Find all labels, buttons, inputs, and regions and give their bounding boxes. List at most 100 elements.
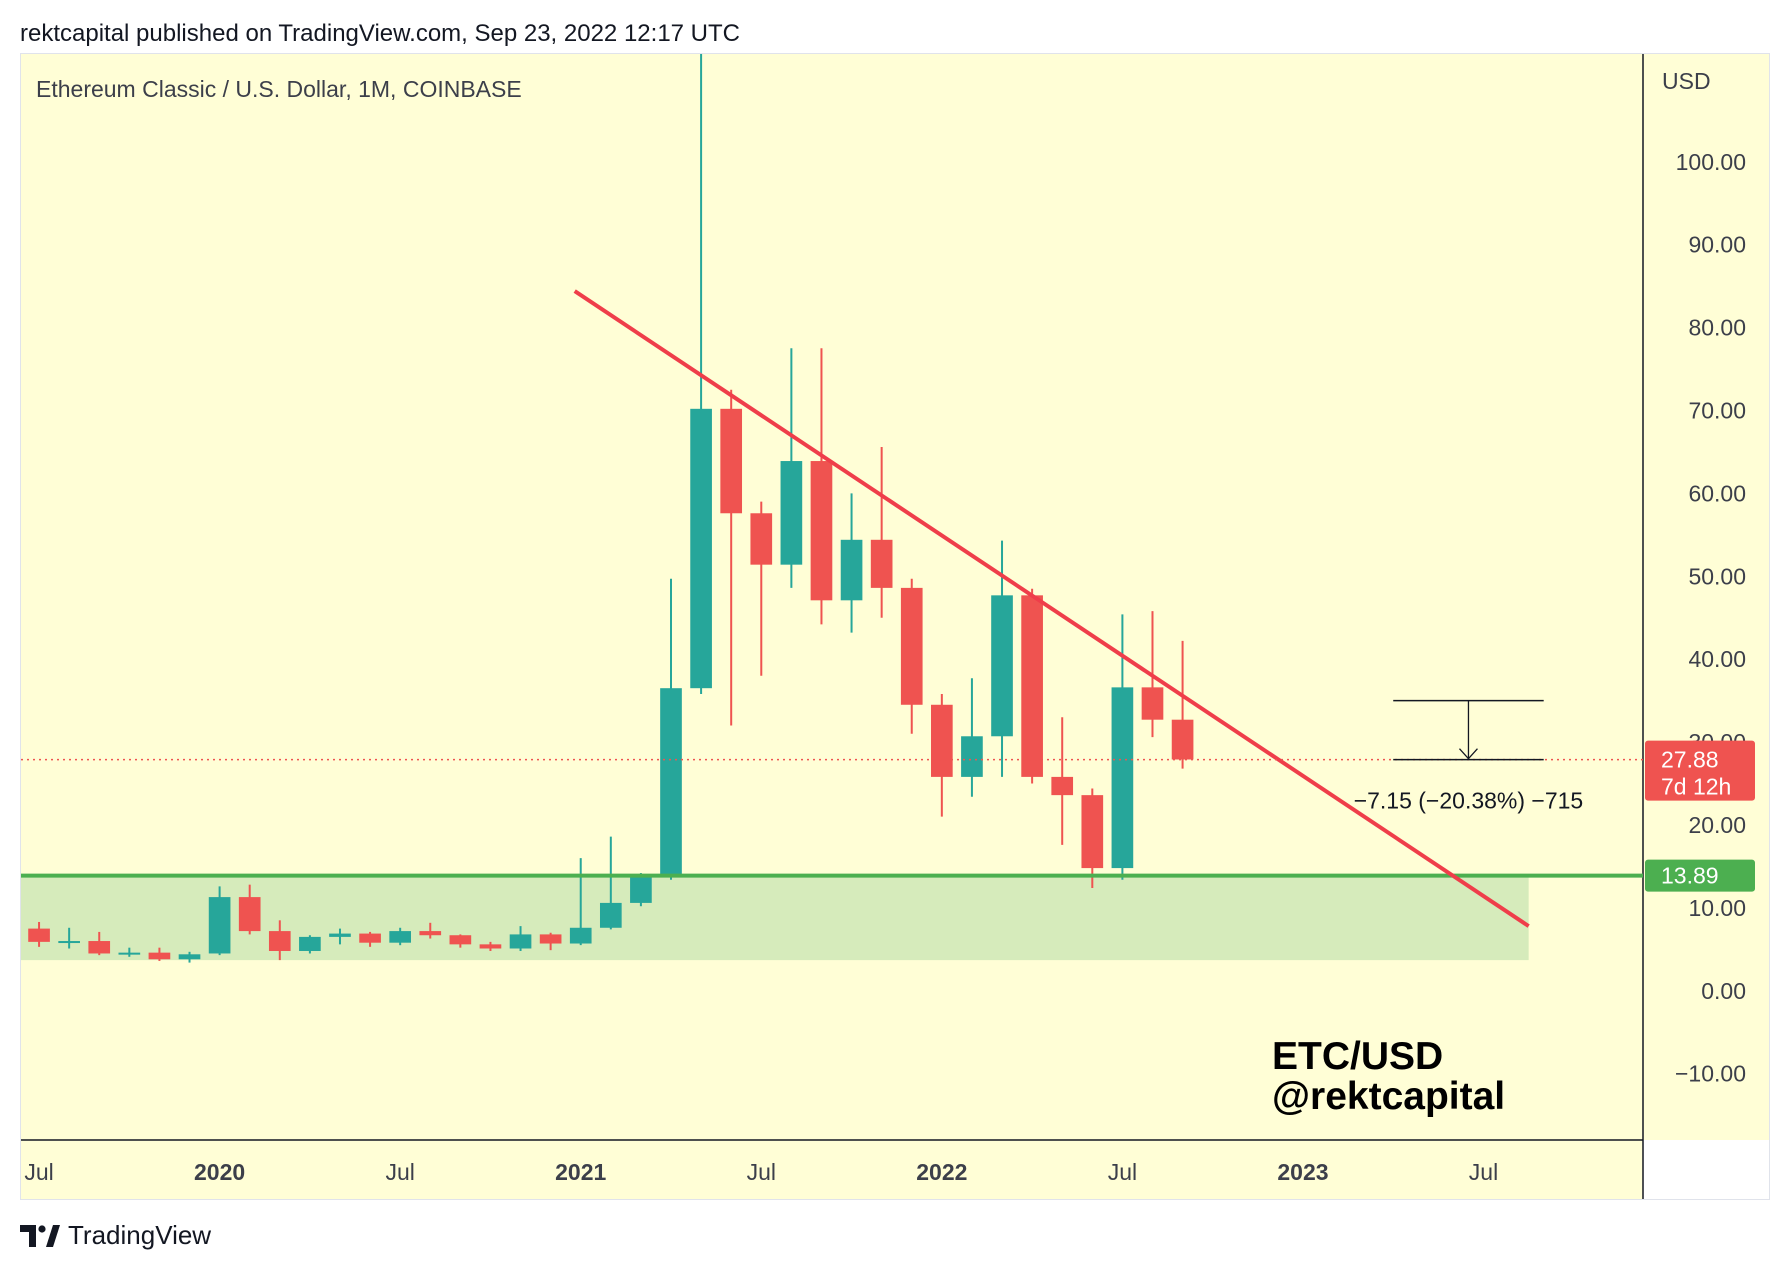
candle[interactable] bbox=[509, 926, 532, 951]
candle[interactable] bbox=[569, 858, 592, 946]
candle-body-bear bbox=[449, 935, 472, 945]
y-tick-label: 10.00 bbox=[1688, 895, 1746, 921]
candle[interactable] bbox=[329, 928, 351, 945]
candle[interactable] bbox=[178, 951, 201, 963]
tradingview-logo-icon bbox=[20, 1224, 60, 1247]
support-price-tag[interactable]: 13.89 bbox=[1645, 859, 1755, 892]
candle[interactable] bbox=[238, 884, 261, 935]
candle[interactable] bbox=[931, 693, 953, 817]
candle-body-bear bbox=[1141, 687, 1164, 720]
candle-body-bull bbox=[178, 954, 201, 960]
candle[interactable] bbox=[840, 493, 863, 633]
candle-body-bear bbox=[419, 931, 442, 936]
candle-body-bear bbox=[1021, 595, 1043, 777]
candle-body-bull bbox=[961, 736, 983, 777]
candle-body-bull bbox=[118, 952, 141, 955]
candle[interactable] bbox=[208, 886, 231, 956]
candle-body-bear bbox=[28, 928, 50, 942]
descending-trendline[interactable] bbox=[573, 289, 1530, 928]
candle[interactable] bbox=[479, 941, 502, 951]
chart-frame[interactable] bbox=[20, 53, 1770, 1200]
candle-body-bear bbox=[268, 931, 291, 951]
y-tick-label: 90.00 bbox=[1688, 232, 1746, 258]
candle[interactable] bbox=[1111, 614, 1134, 880]
candle[interactable] bbox=[1081, 788, 1104, 888]
candle[interactable] bbox=[148, 947, 171, 961]
candle[interactable] bbox=[1021, 588, 1043, 784]
candle[interactable] bbox=[1171, 640, 1194, 769]
candle-body-bull bbox=[509, 934, 532, 949]
candle[interactable] bbox=[449, 934, 472, 948]
candle-body-bull bbox=[389, 931, 412, 943]
x-tick-label: Jul bbox=[1469, 1159, 1498, 1185]
candle[interactable] bbox=[389, 927, 412, 946]
candle[interactable] bbox=[780, 348, 803, 588]
x-tick-label: 2021 bbox=[555, 1159, 606, 1185]
candle-body-bull bbox=[569, 927, 592, 944]
currency-label: USD bbox=[1662, 68, 1711, 94]
y-tick-label: 0.00 bbox=[1701, 978, 1746, 1004]
y-tick-label: 50.00 bbox=[1688, 563, 1746, 589]
candle-body-bull bbox=[329, 933, 351, 937]
candle[interactable] bbox=[539, 932, 562, 951]
candle-body-bull bbox=[599, 902, 622, 928]
candle-body-bull bbox=[208, 897, 231, 954]
candle-body-bear bbox=[238, 897, 261, 932]
candle[interactable] bbox=[961, 678, 983, 797]
candle[interactable] bbox=[88, 931, 111, 956]
footer-brand-text: TradingView bbox=[68, 1220, 212, 1250]
candle-body-bull bbox=[660, 688, 682, 875]
candle[interactable] bbox=[268, 920, 291, 961]
candle[interactable] bbox=[58, 927, 80, 949]
candle-body-bear bbox=[900, 587, 923, 705]
candle-body-bull bbox=[991, 595, 1013, 737]
y-tick-label: 60.00 bbox=[1688, 480, 1746, 506]
candle-body-bear bbox=[479, 944, 502, 949]
candle-countdown: 7d 12h bbox=[1661, 774, 1731, 800]
price-axis-background[interactable] bbox=[1643, 54, 1769, 1140]
candle-body-bear bbox=[1081, 795, 1104, 869]
candle-body-bear bbox=[720, 408, 743, 514]
current-price-value: 27.88 bbox=[1661, 747, 1719, 773]
candle[interactable] bbox=[991, 540, 1013, 777]
candle[interactable] bbox=[28, 921, 50, 947]
measure-label: −7.15 (−20.38%) −715 bbox=[1354, 788, 1584, 814]
y-tick-label: 100.00 bbox=[1676, 149, 1746, 175]
candle[interactable] bbox=[900, 578, 923, 734]
candle[interactable] bbox=[870, 446, 893, 618]
watermark-symbol: ETC/USD bbox=[1272, 1035, 1443, 1078]
footer-brand[interactable]: TradingView bbox=[20, 1220, 211, 1251]
candle-body-bull bbox=[58, 941, 80, 944]
candle-body-bear bbox=[539, 934, 562, 944]
x-tick-label: 2020 bbox=[194, 1159, 245, 1185]
candle[interactable] bbox=[660, 578, 682, 880]
candle[interactable] bbox=[118, 947, 141, 957]
candle[interactable] bbox=[359, 931, 381, 947]
x-tick-label: 2023 bbox=[1277, 1159, 1328, 1185]
candle[interactable] bbox=[419, 922, 442, 939]
candle[interactable] bbox=[630, 873, 652, 907]
candle-body-bear bbox=[931, 704, 953, 777]
candle[interactable] bbox=[299, 935, 321, 954]
candle-body-bear bbox=[750, 513, 773, 565]
candle[interactable] bbox=[720, 389, 743, 726]
candle[interactable] bbox=[750, 501, 773, 676]
candle-body-bull bbox=[840, 539, 863, 601]
y-tick-label: 40.00 bbox=[1688, 646, 1746, 672]
candle-body-bear bbox=[810, 461, 833, 601]
candle-body-bull bbox=[780, 461, 803, 565]
candle-body-bear bbox=[1051, 776, 1074, 796]
candle-body-bear bbox=[870, 539, 893, 588]
chart-title: Ethereum Classic / U.S. Dollar, 1M, COIN… bbox=[36, 76, 522, 102]
y-tick-label: 80.00 bbox=[1688, 315, 1746, 341]
time-axis-background[interactable] bbox=[21, 1140, 1643, 1199]
candle[interactable] bbox=[810, 348, 833, 625]
candle-body-bull bbox=[630, 874, 652, 903]
candle[interactable] bbox=[1051, 717, 1074, 845]
support-price-tag-bg bbox=[1645, 859, 1755, 892]
candle[interactable] bbox=[599, 836, 622, 930]
current-price-tag-bg bbox=[1645, 740, 1755, 801]
down-arrow-icon bbox=[1458, 748, 1478, 760]
